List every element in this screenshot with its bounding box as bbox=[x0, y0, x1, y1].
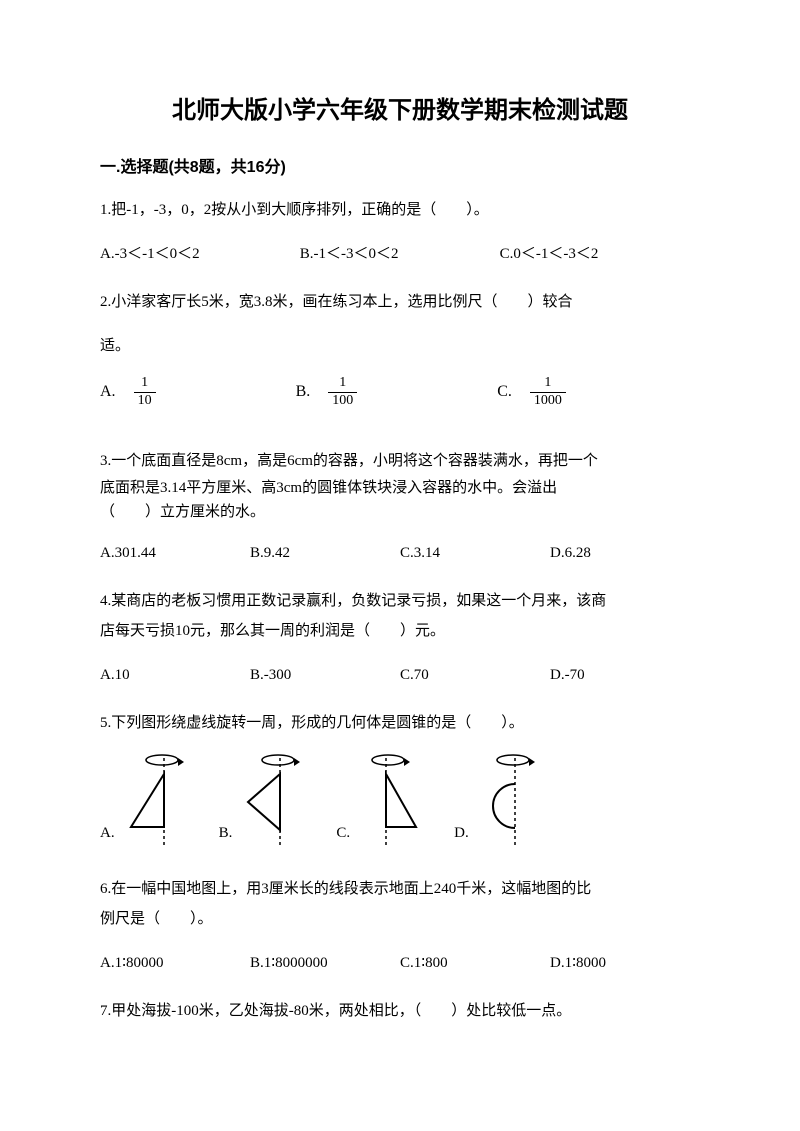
q2-a-label: A. bbox=[100, 383, 116, 400]
q7-text: 7.甲处海拔-100米，乙处海拔-80米，两处相比，（ ）处比较低一点。 bbox=[100, 996, 700, 1026]
q4-options: A.10 B.-300 C.70 D.-70 bbox=[100, 660, 700, 690]
q4-opt-a: A.10 bbox=[100, 660, 250, 690]
q1-text: 1.把-1，-3，0，2按从小到大顺序排列，正确的是（ ）。 bbox=[100, 195, 700, 225]
q6-opt-d: D.1∶8000 bbox=[550, 948, 700, 978]
page-title: 北师大版小学六年级下册数学期末检测试题 bbox=[100, 90, 700, 125]
q2-b-label: B. bbox=[296, 383, 311, 400]
fraction-icon: 1 1000 bbox=[530, 375, 566, 410]
q5-a-label: A. bbox=[100, 825, 115, 842]
q2-opt-a: A. 1 10 bbox=[100, 375, 156, 410]
q4-opt-b: B.-300 bbox=[250, 660, 400, 690]
q2-a-num: 1 bbox=[134, 375, 156, 393]
q5-shape-b: B. bbox=[219, 752, 307, 852]
q3-opt-b: B.9.42 bbox=[250, 538, 400, 568]
q2-a-den: 10 bbox=[134, 393, 156, 410]
fraction-icon: 1 100 bbox=[328, 375, 357, 410]
q3-line3: （ ）立方厘米的水。 bbox=[100, 500, 700, 524]
q6-options: A.1∶80000 B.1∶8000000 C.1∶800 D.1∶8000 bbox=[100, 948, 700, 978]
q2-opt-b: B. 1 100 bbox=[296, 375, 358, 410]
rotation-semicircle-icon bbox=[473, 752, 543, 852]
rotation-triangle-icon bbox=[119, 752, 189, 852]
q6-line1: 6.在一幅中国地图上，用3厘米长的线段表示地面上240千米，这幅地图的比 bbox=[100, 874, 700, 904]
q2-c-label: C. bbox=[497, 383, 512, 400]
q3-options: A.301.44 B.9.42 C.3.14 D.6.28 bbox=[100, 538, 700, 568]
q2-c-num: 1 bbox=[530, 375, 566, 393]
q2-line1: 2.小洋家客厅长5米，宽3.8米，画在练习本上，选用比例尺（ ）较合 bbox=[100, 287, 700, 317]
exam-page: 北师大版小学六年级下册数学期末检测试题 一.选择题(共8题，共16分) 1.把-… bbox=[0, 0, 800, 1131]
q6-opt-c: C.1∶800 bbox=[400, 948, 550, 978]
q1-options: A.-3＜-1＜0＜2 B.-1＜-3＜0＜2 C.0＜-1＜-3＜2 bbox=[100, 239, 700, 269]
rotation-right-triangle-icon bbox=[354, 752, 424, 852]
q3-opt-c: C.3.14 bbox=[400, 538, 550, 568]
q5-shape-d: D. bbox=[454, 752, 543, 852]
rotation-rhombus-icon bbox=[236, 752, 306, 852]
q1-opt-c: C.0＜-1＜-3＜2 bbox=[500, 239, 700, 269]
q3-line1: 3.一个底面直径是8cm，高是6cm的容器，小明将这个容器装满水，再把一个 bbox=[100, 446, 700, 476]
q4-line2: 店每天亏损10元，那么其一周的利润是（ ）元。 bbox=[100, 616, 700, 646]
q5-b-label: B. bbox=[219, 825, 233, 842]
q5-shapes: A. B. C. bbox=[100, 752, 700, 852]
q4-opt-c: C.70 bbox=[400, 660, 550, 690]
q6-opt-b: B.1∶8000000 bbox=[250, 948, 400, 978]
q2-b-num: 1 bbox=[328, 375, 357, 393]
q2-c-den: 1000 bbox=[530, 393, 566, 410]
section-1-heading: 一.选择题(共8题，共16分) bbox=[100, 153, 700, 177]
q2-options: A. 1 10 B. 1 100 C. 1 1000 bbox=[100, 375, 700, 410]
q3-opt-a: A.301.44 bbox=[100, 538, 250, 568]
q6-opt-a: A.1∶80000 bbox=[100, 948, 250, 978]
q3-line2: 底面积是3.14平方厘米、高3cm的圆锥体铁块浸入容器的水中。会溢出 bbox=[100, 476, 700, 500]
q4-opt-d: D.-70 bbox=[550, 660, 700, 690]
q5-c-label: C. bbox=[336, 825, 350, 842]
q5-shape-a: A. bbox=[100, 752, 189, 852]
q2-opt-c: C. 1 1000 bbox=[497, 375, 566, 410]
q2-line2: 适。 bbox=[100, 331, 700, 361]
q5-shape-c: C. bbox=[336, 752, 424, 852]
q1-opt-b: B.-1＜-3＜0＜2 bbox=[300, 239, 500, 269]
q5-text: 5.下列图形绕虚线旋转一周，形成的几何体是圆锥的是（ ）。 bbox=[100, 708, 700, 738]
q2-b-den: 100 bbox=[328, 393, 357, 410]
q1-opt-a: A.-3＜-1＜0＜2 bbox=[100, 239, 300, 269]
q4-line1: 4.某商店的老板习惯用正数记录赢利，负数记录亏损，如果这一个月来，该商 bbox=[100, 586, 700, 616]
q3-opt-d: D.6.28 bbox=[550, 538, 700, 568]
q5-d-label: D. bbox=[454, 825, 469, 842]
fraction-icon: 1 10 bbox=[134, 375, 156, 410]
q6-line2: 例尺是（ ）。 bbox=[100, 904, 700, 934]
